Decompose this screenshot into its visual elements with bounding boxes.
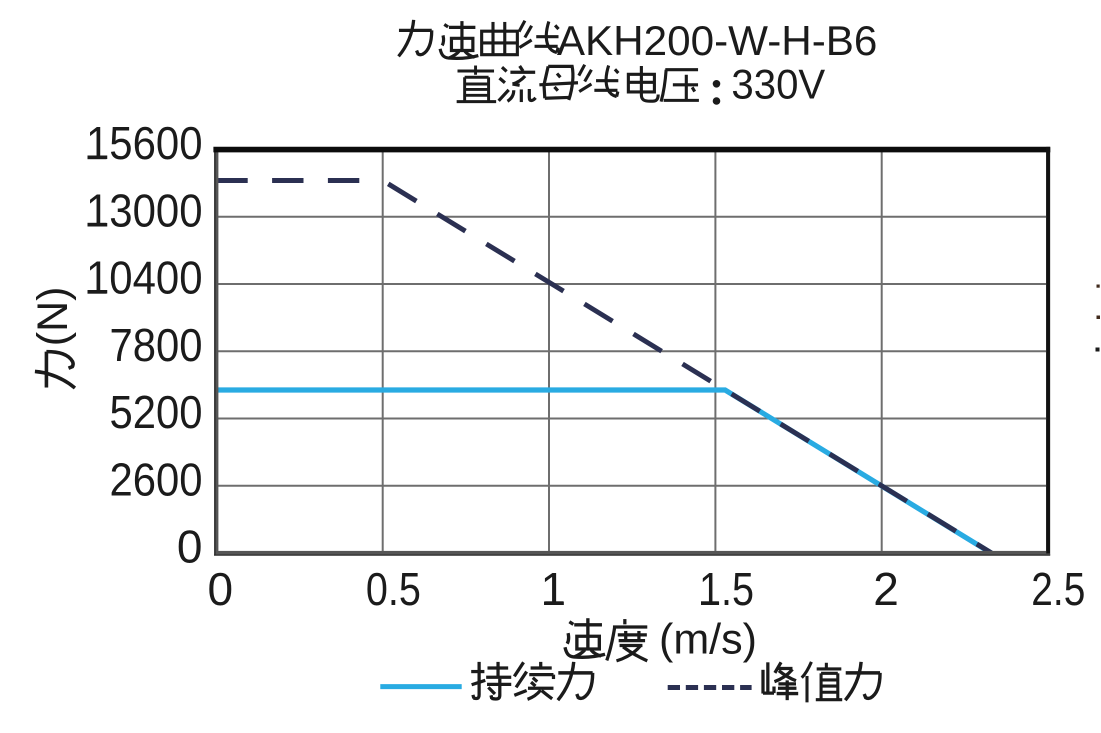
svg-text:1: 1 xyxy=(541,563,567,615)
svg-text:AKH200-W-H-B6: AKH200-W-H-B6 xyxy=(557,17,878,64)
svg-text:7800: 7800 xyxy=(110,319,203,371)
svg-text:1.5: 1.5 xyxy=(699,563,754,615)
svg-text:2.5: 2.5 xyxy=(1031,563,1085,615)
svg-text:10400: 10400 xyxy=(86,252,203,304)
svg-text:330V: 330V xyxy=(731,61,825,108)
svg-text:0: 0 xyxy=(208,563,234,615)
svg-text:15600: 15600 xyxy=(86,117,203,169)
svg-text:13000: 13000 xyxy=(86,184,203,236)
svg-text:2: 2 xyxy=(873,563,899,615)
svg-text:5200: 5200 xyxy=(110,386,203,438)
svg-text:(N): (N) xyxy=(29,286,77,346)
svg-text:0: 0 xyxy=(177,521,203,573)
svg-text:0.5: 0.5 xyxy=(366,563,421,615)
svg-text:(m/s): (m/s) xyxy=(659,616,757,664)
svg-text:2600: 2600 xyxy=(110,453,203,505)
